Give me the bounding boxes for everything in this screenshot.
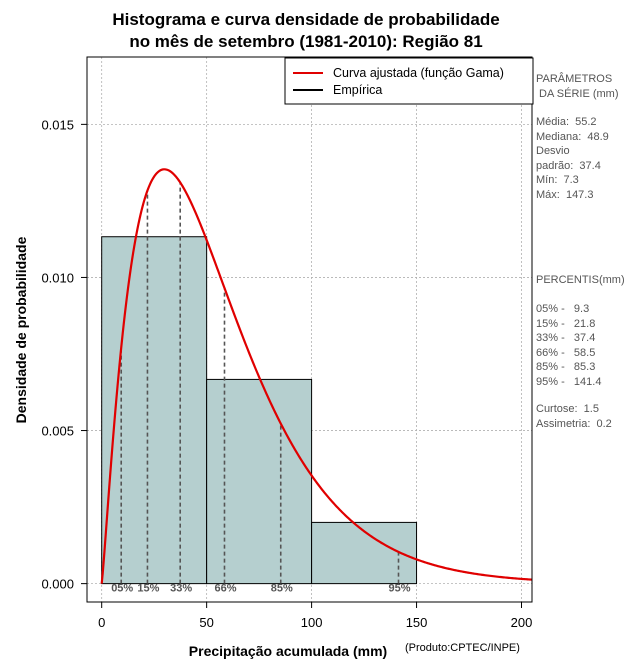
percentile-marker-label: 66% — [214, 583, 236, 595]
percentile-marker-label: 33% — [170, 583, 192, 595]
histogram-bar — [206, 378, 313, 585]
y-tick-label: 0.015 — [41, 117, 74, 132]
percentile-marker-label: 05% — [111, 583, 133, 595]
y-tick-label: 0.010 — [41, 270, 74, 285]
percentis-list: 05% - 9.3 15% - 21.8 33% - 37.4 66% - 58… — [536, 302, 601, 389]
percentil-95: 95% - 141.4 — [536, 375, 602, 388]
stat-kurtosis: Curtose: 1.5 — [536, 403, 599, 415]
param-mean: Média: 55.2 — [536, 116, 597, 128]
x-tick-label: 50 — [199, 615, 213, 630]
percentile-marker-label: 95% — [388, 583, 410, 595]
params-heading-line: DA SÉRIE (mm) — [536, 87, 619, 100]
params-list: Média: 55.2 Mediana: 48.9 Desvio padrão:… — [536, 115, 609, 202]
percentil-33: 33% - 37.4 — [536, 332, 596, 344]
legend: Curva ajustada (função Gama) Empírica — [284, 57, 534, 105]
chart-title-line-1: Histograma e curva densidade de probabil… — [112, 10, 499, 29]
x-tick-label: 150 — [406, 615, 428, 630]
x-tick-label: 200 — [511, 615, 533, 630]
y-axis-label: Densidade de probabilidade — [13, 236, 29, 423]
param-min: Mín: 7.3 — [536, 174, 579, 186]
param-max: Máx: 147.3 — [536, 188, 594, 201]
plot-frame — [86, 56, 533, 603]
chart-title-line-2: no mês de setembro (1981-2010): Região 8… — [129, 32, 482, 51]
percentil-85: 85% - 85.3 — [536, 361, 596, 373]
shape-stats: Curtose: 1.5 Assimetria: 0.2 — [536, 402, 612, 431]
x-axis-label: Precipitação acumulada (mm) — [189, 643, 387, 659]
fitted-gamma-curve — [100, 168, 533, 584]
percentil-15: 15% - 21.8 — [536, 317, 596, 330]
param-sd: padrão: 37.4 — [536, 159, 601, 172]
stat-skewness: Assimetria: 0.2 — [536, 417, 612, 430]
param-median: Mediana: 48.9 — [536, 130, 609, 143]
legend-label-empirical: Empírica — [333, 83, 382, 97]
legend-box — [284, 57, 534, 105]
params-heading: PARÂMETROS DA SÉRIE (mm) — [536, 72, 619, 101]
percentile-marker-label: 15% — [137, 583, 159, 595]
percentil-05: 05% - 9.3 — [536, 303, 590, 315]
x-tick-label: 0 — [98, 615, 105, 630]
x-tick-label: 100 — [301, 615, 323, 630]
histogram-bar — [101, 236, 208, 585]
legend-label-fitted-curve: Curva ajustada (função Gama) — [333, 66, 504, 80]
plot-area: 05% 15% 33% 66% 85% 95% 0 50 100 150 200 0.000 0.005… — [41, 56, 533, 630]
percentis-heading: PERCENTIS(mm) — [536, 274, 625, 286]
params-heading-line: PARÂMETROS — [536, 73, 613, 85]
param-sd-label: Desvio — [536, 145, 570, 157]
percentile-marker-label: 85% — [271, 583, 293, 595]
percentil-66: 66% - 58.5 — [536, 346, 596, 359]
product-credit: (Produto:CPTEC/INPE) — [405, 642, 520, 654]
y-tick-label: 0.000 — [41, 577, 74, 592]
y-tick-label: 0.005 — [41, 424, 74, 439]
